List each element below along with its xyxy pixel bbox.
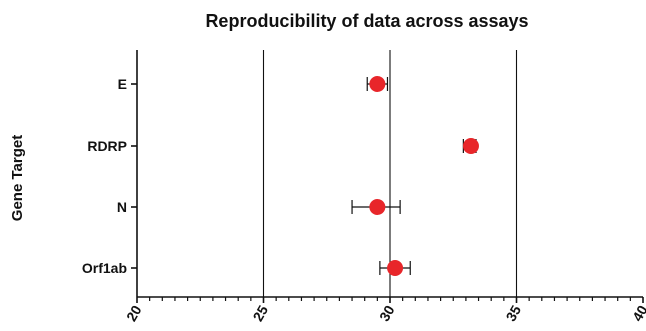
data-point	[387, 260, 404, 276]
y-tick-label: RDRP	[87, 138, 127, 154]
plot-area: 20 25 30 35 40 E RDRP N Orf1ab	[82, 50, 646, 324]
data-point	[462, 138, 479, 154]
data-point	[369, 76, 386, 92]
x-tick-label: 25	[249, 302, 271, 324]
y-tick-label: Orf1ab	[82, 260, 127, 276]
data-point	[369, 199, 386, 215]
y-tick-label: E	[118, 76, 127, 92]
y-axis-label: Gene Target	[9, 135, 26, 221]
x-tick-label: 30	[376, 302, 398, 324]
y-tick-label: N	[117, 199, 127, 215]
chart-title: Reproducibility of data across assays	[205, 11, 528, 31]
x-tick-label: 20	[123, 302, 145, 324]
x-tick-label: 35	[502, 302, 524, 324]
x-tick-label: 40	[629, 302, 646, 324]
